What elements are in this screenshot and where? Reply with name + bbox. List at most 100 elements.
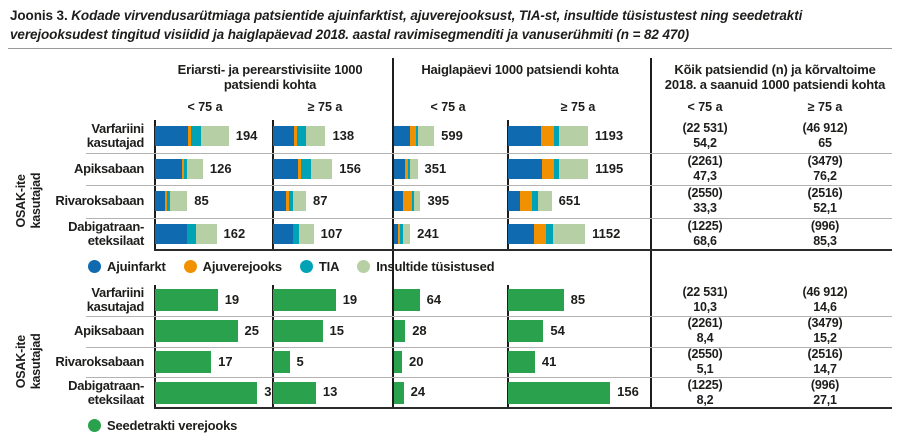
bar (394, 381, 404, 404)
age-header-patients-lt75: < 75 a (687, 100, 723, 114)
patients-cell-ge75: (996) 85,3 (750, 219, 900, 249)
stacked-bar (273, 126, 326, 147)
bar-value: 17 (218, 353, 233, 369)
bar-segment-insultide-tüsistused (292, 191, 307, 212)
bar-segment-insultide-tüsistused (311, 158, 333, 179)
patients-cell-ge75: (2516) 14,7 (750, 347, 900, 377)
bar-segment-insultide-tüsistused (410, 158, 418, 179)
age-header-hospital-lt75: < 75 a (430, 100, 466, 114)
bar-segment-ajuinfarkt (273, 158, 298, 179)
bar-value: 395 (427, 193, 450, 208)
column-header-all-patients: Kõik patsiendid (n) ja kõrvaltoime 2018.… (664, 62, 886, 92)
legend-bottom: Seedetrakti verejooks (88, 414, 237, 436)
legend-label: Ajuverejooks (202, 258, 282, 274)
adverse-rate: 47,3 (693, 168, 717, 183)
adverse-rate: 14,7 (813, 361, 837, 376)
patients-n: (2516) (807, 186, 843, 201)
bar-segment-insultide-tüsistused (170, 191, 188, 212)
row-label: Varfariini kasutajad (86, 285, 145, 315)
bar-segment-tia (288, 191, 293, 212)
stacked-bar (273, 158, 333, 179)
legend-label: Ajuinfarkt (107, 258, 166, 274)
stacked-bar (508, 158, 589, 179)
bar-value: 1195 (595, 160, 624, 176)
row-separator (86, 377, 892, 379)
bar-segment-tia (183, 158, 188, 179)
bar-segment-insultide-tüsistused (299, 223, 314, 244)
bar-segment-ajuinfarkt (273, 191, 287, 212)
bar-segment-tia (301, 158, 312, 179)
bar (394, 289, 420, 312)
patients-n: (3479) (807, 316, 843, 331)
bar-segment-ajuverejooks (404, 158, 409, 179)
bar (273, 320, 323, 343)
bar-value: 1152 (592, 225, 621, 241)
bar-value: 85 (570, 292, 586, 307)
bar-value: 13 (322, 384, 338, 400)
bar-value: 651 (558, 193, 581, 208)
bar-value: 19 (224, 292, 240, 307)
bar-segment-ajuinfarkt (155, 158, 183, 179)
section-bottom-line (154, 407, 892, 409)
adverse-rate: 8,4 (696, 331, 714, 346)
legend-item: Insultide tüsistused (357, 259, 495, 274)
row-label: Rivaroksabaan (55, 353, 144, 369)
bar-value: 107 (320, 225, 343, 241)
legend-top: Ajuinfarkt Ajuverejooks TIA Insultide tüsis… (88, 255, 495, 277)
legend-item: Ajuverejooks (183, 258, 282, 274)
bar-segment-ajuverejooks (164, 191, 167, 212)
bar-value: 599 (441, 128, 463, 143)
stacked-bar (394, 158, 418, 179)
bar-value: 54 (550, 322, 565, 338)
stacked-bar (155, 158, 203, 179)
bar (155, 320, 238, 343)
patients-cell-ge75: (46 912) 65 (750, 121, 900, 151)
bar-value: 85 (194, 193, 209, 208)
bar-segment-ajuverejooks (293, 126, 298, 147)
patients-n: (2550) (687, 186, 723, 201)
section-bottom-line (154, 249, 892, 251)
patients-cell-lt75: (2550) 33,3 (630, 186, 780, 216)
bar-segment-insultide-tüsistused (305, 126, 326, 147)
bar-segment-tia (399, 223, 404, 244)
bar-segment-ajuinfarkt (508, 126, 541, 147)
adverse-rate: 10,3 (693, 300, 717, 315)
row-label: Apiksabaan (74, 323, 144, 339)
bar-value: 24 (410, 384, 426, 400)
bar-segment-tia (532, 191, 538, 212)
patients-n: (2261) (687, 153, 723, 168)
bar-value: 15 (329, 322, 344, 338)
group-label-osak: OSAK-ite kasutajad (14, 172, 43, 229)
stacked-bar (394, 126, 435, 147)
patients-cell-lt75: (1225) 8,2 (630, 378, 780, 408)
stacked-bar (155, 223, 217, 244)
bar-segment-ajuinfarkt (508, 191, 520, 212)
bar (508, 350, 535, 373)
patients-cell-lt75: (2261) 47,3 (630, 154, 780, 184)
bar (155, 350, 212, 373)
bar-segment-ajuinfarkt (508, 158, 543, 179)
bar-value: 241 (417, 225, 439, 241)
legend-item: Seedetrakti verejooks (88, 418, 237, 433)
bar-segment-insultide-tüsistused (200, 126, 229, 147)
legend-dot-icon (183, 259, 197, 273)
legend-dot-icon (357, 259, 371, 273)
patients-n: (3479) (807, 153, 843, 168)
bar-segment-ajuverejooks (398, 223, 400, 244)
stacked-bar (394, 223, 411, 244)
bar (508, 320, 544, 343)
row-separator (86, 315, 892, 317)
adverse-rate: 54,2 (693, 136, 717, 151)
adverse-rate: 68,6 (693, 233, 717, 248)
bar-segment-ajuinfarkt (273, 223, 293, 244)
adverse-rate: 27,1 (813, 392, 837, 407)
patients-cell-ge75: (2516) 52,1 (750, 186, 900, 216)
patients-n: (22 531) (682, 285, 728, 300)
bar-segment-insultide-tüsistused (558, 158, 589, 179)
bar-segment-ajuinfarkt (155, 191, 165, 212)
bar-segment-tia (297, 126, 306, 147)
bar-segment-insultide-tüsistused (414, 191, 421, 212)
bar-segment-tia (166, 191, 171, 212)
stacked-bar (508, 126, 588, 147)
legend-dot-icon (88, 259, 101, 273)
